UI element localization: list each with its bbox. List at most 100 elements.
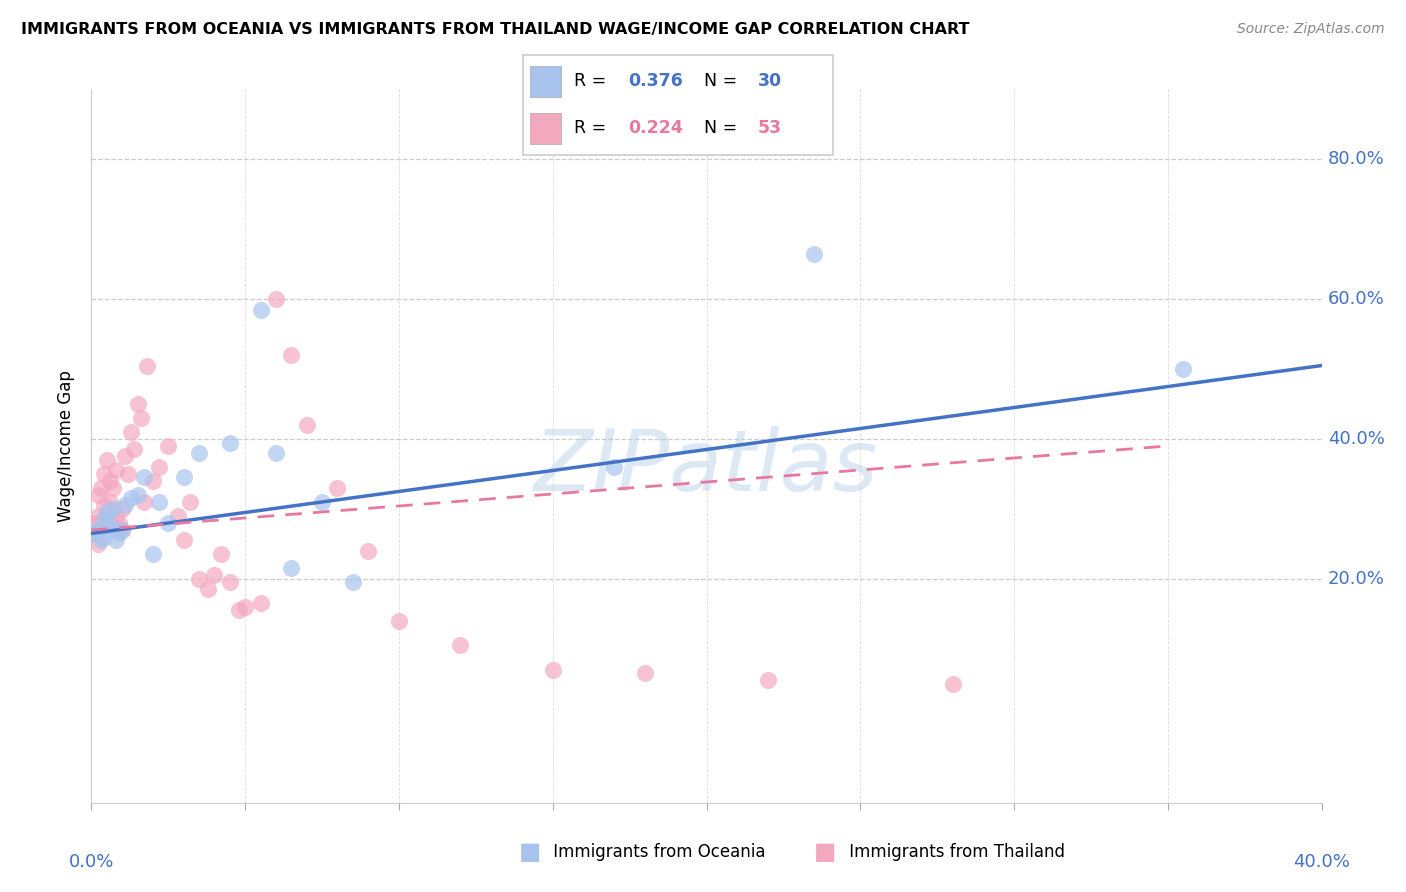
Point xyxy=(295,417,318,432)
Text: 53: 53 xyxy=(758,120,782,137)
Text: 0.0%: 0.0% xyxy=(69,853,114,871)
Text: ZIPatlas: ZIPatlas xyxy=(534,425,879,509)
Point xyxy=(449,639,471,653)
Point xyxy=(209,548,232,562)
Point xyxy=(96,506,118,520)
Point xyxy=(98,519,121,533)
Point xyxy=(197,582,219,597)
Point xyxy=(98,495,121,509)
Point xyxy=(111,523,134,537)
Point xyxy=(90,481,112,495)
Point xyxy=(111,502,134,516)
Text: R =: R = xyxy=(574,72,612,90)
Y-axis label: Wage/Income Gap: Wage/Income Gap xyxy=(58,370,76,522)
Point xyxy=(179,495,201,509)
Point xyxy=(148,495,170,509)
Text: Immigrants from Thailand: Immigrants from Thailand xyxy=(844,843,1064,861)
Point xyxy=(83,526,105,541)
Point xyxy=(157,516,180,530)
Point xyxy=(105,463,127,477)
Point xyxy=(93,499,115,513)
Point xyxy=(634,666,657,681)
Point xyxy=(96,508,118,523)
Point xyxy=(803,246,825,260)
Point xyxy=(142,474,165,488)
Point xyxy=(541,663,564,677)
Point xyxy=(166,508,188,523)
FancyBboxPatch shape xyxy=(523,54,834,155)
Text: 0.224: 0.224 xyxy=(627,120,683,137)
Point xyxy=(249,302,271,317)
Point xyxy=(218,435,240,450)
Point xyxy=(93,467,115,481)
Point xyxy=(1173,362,1195,376)
Text: ■: ■ xyxy=(814,840,837,863)
Point xyxy=(127,397,149,411)
Point xyxy=(86,508,108,523)
Point xyxy=(120,491,142,506)
Point xyxy=(188,446,211,460)
Point xyxy=(228,603,250,617)
Point xyxy=(202,568,225,582)
Point xyxy=(98,474,121,488)
Point xyxy=(756,673,779,688)
Point xyxy=(124,442,146,457)
Point xyxy=(342,575,364,590)
Point xyxy=(311,495,333,509)
Point xyxy=(83,526,105,541)
Point xyxy=(132,495,155,509)
Point xyxy=(173,533,195,548)
Point xyxy=(96,519,118,533)
Point xyxy=(942,677,965,691)
Point xyxy=(135,359,157,373)
Point xyxy=(388,614,411,628)
Point xyxy=(86,537,108,551)
Text: N =: N = xyxy=(704,72,742,90)
Point xyxy=(357,544,380,558)
Point xyxy=(105,508,127,523)
Point xyxy=(111,523,134,537)
Point xyxy=(132,470,155,484)
Text: 30: 30 xyxy=(758,72,782,90)
Point xyxy=(108,516,131,530)
Point xyxy=(120,425,142,439)
Point xyxy=(280,561,302,575)
Point xyxy=(93,530,115,544)
Text: ■: ■ xyxy=(519,840,541,863)
Point xyxy=(264,292,287,306)
Point xyxy=(129,411,152,425)
Text: 20.0%: 20.0% xyxy=(1327,570,1385,588)
Point xyxy=(114,499,136,513)
Point xyxy=(142,548,165,562)
Text: Source: ZipAtlas.com: Source: ZipAtlas.com xyxy=(1237,22,1385,37)
Point xyxy=(218,575,240,590)
Point xyxy=(127,488,149,502)
Text: 80.0%: 80.0% xyxy=(1327,150,1385,169)
Point xyxy=(249,596,271,610)
Text: N =: N = xyxy=(704,120,742,137)
Point xyxy=(157,439,180,453)
Point xyxy=(188,572,211,586)
Text: 40.0%: 40.0% xyxy=(1294,853,1350,871)
Text: 60.0%: 60.0% xyxy=(1327,290,1385,308)
Point xyxy=(326,481,349,495)
Text: R =: R = xyxy=(574,120,612,137)
Point xyxy=(117,467,139,481)
Point xyxy=(90,533,112,548)
Point xyxy=(90,516,112,530)
Point xyxy=(101,502,124,516)
Bar xyxy=(530,113,561,144)
Point xyxy=(114,450,136,464)
Point xyxy=(264,446,287,460)
Bar xyxy=(530,66,561,96)
Point xyxy=(101,481,124,495)
Text: Immigrants from Oceania: Immigrants from Oceania xyxy=(548,843,766,861)
Text: 40.0%: 40.0% xyxy=(1327,430,1385,448)
Point xyxy=(101,519,124,533)
Point xyxy=(603,460,626,475)
Point xyxy=(96,453,118,467)
Text: 0.376: 0.376 xyxy=(627,72,682,90)
Point xyxy=(105,533,127,548)
Point xyxy=(173,470,195,484)
Point xyxy=(148,460,170,475)
